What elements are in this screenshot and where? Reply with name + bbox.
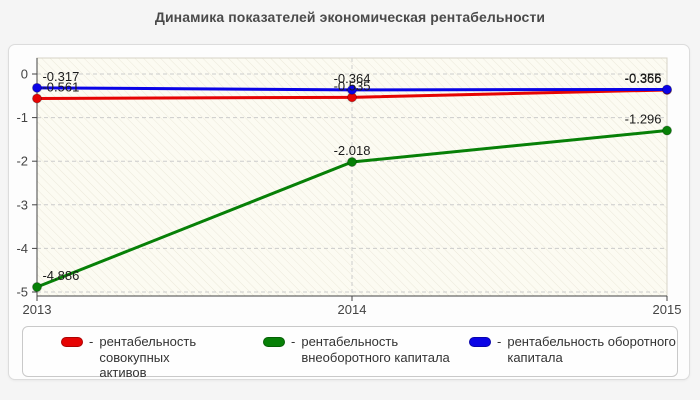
chart-legend: - рентабельность совокупных активов - ре… <box>22 326 678 380</box>
point-value-label: -0.355 <box>625 70 662 85</box>
point-value-label: -4.886 <box>42 268 79 283</box>
y-axis-tick-label: -2 <box>16 154 28 169</box>
data-point <box>662 84 672 95</box>
point-value-label: -2.018 <box>334 143 371 158</box>
data-point <box>662 125 672 136</box>
data-point <box>32 93 42 104</box>
y-axis-tick-label: -3 <box>16 197 28 212</box>
point-value-label: -0.364 <box>334 71 371 86</box>
legend-swatch-green <box>263 337 285 347</box>
legend-label-line: активов <box>99 365 147 381</box>
point-value-label: -0.535 <box>334 78 371 93</box>
point-value-label: -0.561 <box>42 79 79 94</box>
point-value-label: -0.317 <box>42 69 79 84</box>
x-axis-tick-label: 2013 <box>23 302 52 317</box>
legend-swatch-red <box>61 337 83 347</box>
legend-label-line: рентабельность оборотного <box>507 334 676 349</box>
data-point <box>347 156 357 167</box>
legend-dash: - <box>291 334 296 349</box>
legend-label-line: рентабельность <box>301 334 399 349</box>
legend-item-total-assets: - рентабельность совокупных активов <box>61 334 263 381</box>
legend-label-line: капитала <box>507 349 563 365</box>
data-point <box>347 84 357 95</box>
legend-label-line: рентабельность совокупных <box>99 334 197 365</box>
point-value-label: -1.296 <box>625 112 662 127</box>
legend-item-noncurrent-capital: - рентабельность внеоборотного капитала <box>263 334 469 365</box>
data-point <box>32 82 42 93</box>
page-title: Динамика показателей экономическая рента… <box>154 9 546 25</box>
legend-item-working-capital: - рентабельность оборотного капитала <box>469 334 677 365</box>
x-axis-tick-label: 2014 <box>338 302 367 317</box>
legend-swatch-blue <box>469 337 491 347</box>
legend-dash: - <box>497 334 502 349</box>
x-axis-tick-label: 2015 <box>653 302 682 317</box>
legend-label: рентабельность совокупных активов <box>99 334 263 381</box>
y-axis-tick-label: -1 <box>16 110 28 125</box>
y-axis-tick-label: 0 <box>21 67 28 82</box>
data-point <box>32 282 42 293</box>
legend-dash: - <box>89 334 94 349</box>
y-axis-tick-label: -5 <box>16 285 28 300</box>
legend-label-line: внеоборотного капитала <box>301 349 450 365</box>
legend-label: рентабельность внеоборотного капитала <box>301 334 449 365</box>
legend-label: рентабельность оборотного капитала <box>507 334 676 365</box>
y-axis-tick-label: -4 <box>16 241 28 256</box>
point-value-label: -0.366 <box>625 71 662 86</box>
